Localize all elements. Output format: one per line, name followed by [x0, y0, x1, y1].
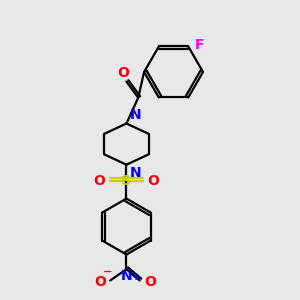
Text: O: O [144, 275, 156, 289]
Text: N: N [129, 108, 141, 122]
Text: −: − [103, 267, 112, 277]
Text: O: O [117, 66, 129, 80]
Text: S: S [122, 174, 131, 188]
Text: O: O [94, 275, 106, 289]
Text: O: O [147, 174, 159, 188]
Text: +: + [132, 272, 140, 282]
Text: F: F [195, 38, 204, 52]
Text: O: O [94, 174, 106, 188]
Text: N: N [129, 166, 141, 180]
Text: N: N [121, 269, 132, 283]
